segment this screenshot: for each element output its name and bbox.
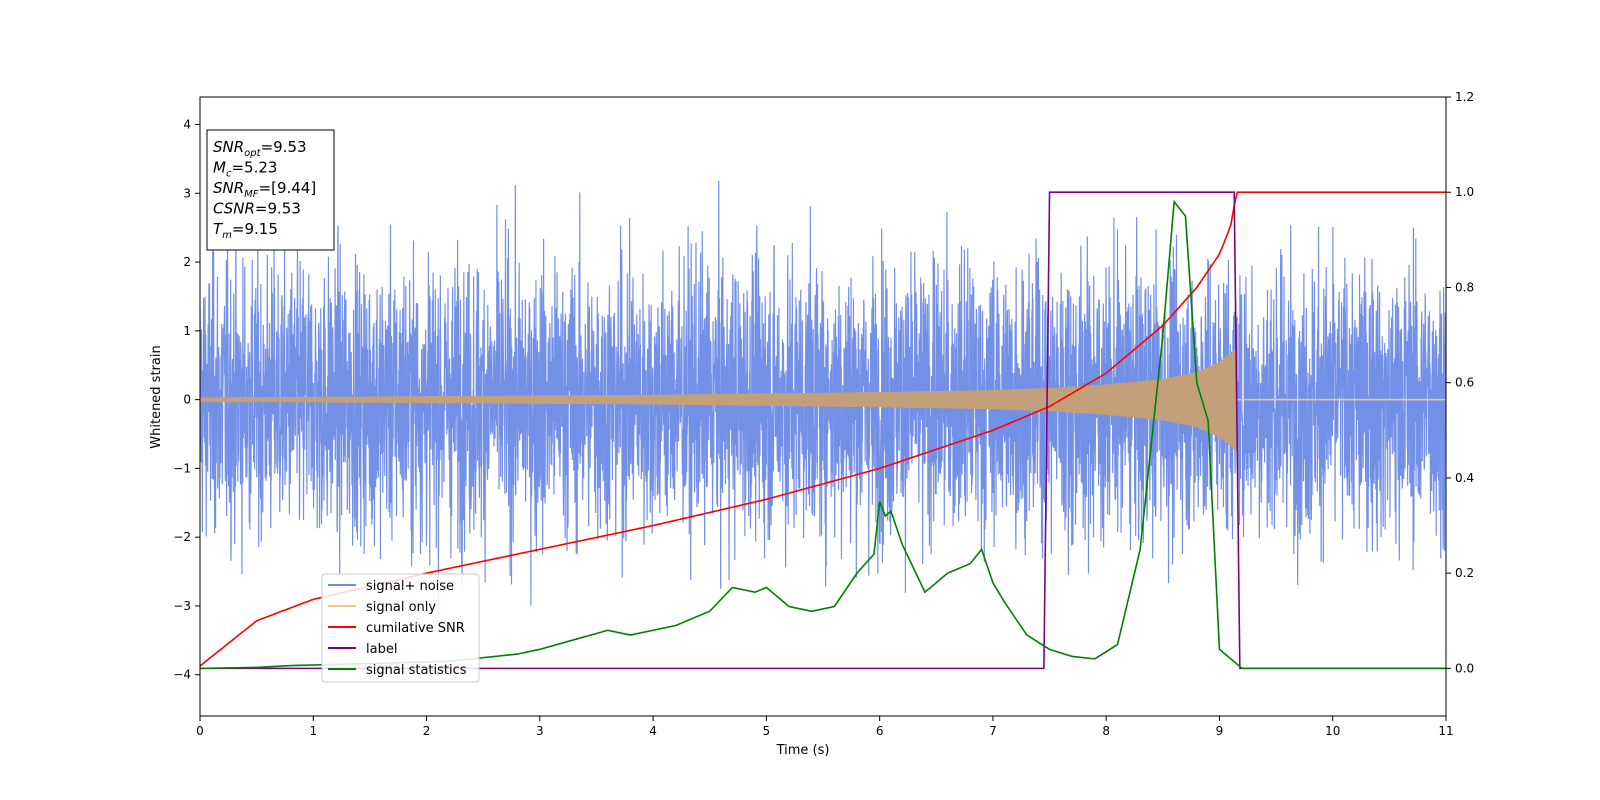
x-axis-label: Time (s)	[776, 743, 830, 758]
x-tick-label: 10	[1325, 724, 1340, 738]
y-tick-label: −3	[173, 599, 191, 613]
x-tick-label: 0	[196, 724, 204, 738]
plot-frame	[199, 96, 1447, 717]
y-tick-label: 1	[183, 324, 191, 338]
annotation-frame	[206, 129, 335, 251]
annotation-line: SNRMF=[9.44]	[213, 179, 316, 200]
annotation-line: Tm=9.15	[213, 220, 278, 241]
y-tick-label: −2	[173, 530, 191, 544]
series-line-signal-statistics	[200, 199, 1446, 670]
axes-layer: 0 1 2 3 4 5 6 7 8 9 10 11 −4 −3 −2 −1 0 1 2 3 4 0.0 0.2 0.4 0.6 0…	[173, 90, 1474, 738]
legend-label: signal only	[366, 600, 436, 615]
y-tick-label: −1	[173, 461, 191, 475]
annotation-line: Mc=5.23	[213, 159, 277, 180]
y-axis-label: Whitened strain	[149, 345, 164, 448]
x-tick-label: 6	[876, 724, 884, 738]
y2-tick-label: 0.8	[1455, 280, 1474, 294]
x-tick-label: 2	[423, 724, 431, 738]
y2-tick-label: 1.0	[1455, 185, 1474, 199]
legend: signal+ noise signal only cumilative SNR la…	[321, 573, 480, 683]
y2-tick-label: 0.4	[1455, 471, 1474, 485]
y2-tick-label: 0.6	[1455, 376, 1474, 390]
y-tick-label: −4	[173, 668, 191, 682]
series-layer	[200, 180, 1446, 670]
y-tick-label: 3	[183, 186, 191, 200]
x-tick-label: 1	[309, 724, 317, 738]
y2-tick-label: 1.2	[1455, 90, 1474, 104]
annotation-line: CSNR=9.53	[213, 200, 301, 218]
y2-tick-label: 0.2	[1455, 566, 1474, 580]
legend-label: signal statistics	[366, 663, 467, 678]
x-tick-label: 8	[1102, 724, 1110, 738]
series-area-signal-only	[200, 348, 1237, 452]
series-line-signal-only	[200, 395, 473, 404]
y-tick-label: 2	[183, 255, 191, 269]
series-line-signal-noise	[200, 180, 1446, 616]
x-tick-label: 9	[1216, 724, 1224, 738]
legend-label: cumilative SNR	[366, 621, 465, 636]
legend-frame	[321, 573, 480, 683]
x-tick-label: 4	[649, 724, 657, 738]
y-tick-label: 4	[183, 118, 191, 132]
y2-tick-label: 0.0	[1455, 661, 1474, 675]
x-tick-label: 11	[1438, 724, 1453, 738]
x-tick-label: 7	[989, 724, 997, 738]
legend-label: signal+ noise	[366, 579, 454, 594]
annotation-line: SNRopt=9.53	[213, 138, 307, 159]
y-tick-label: 0	[183, 393, 191, 407]
legend-label: label	[366, 642, 397, 657]
x-tick-label: 5	[763, 724, 771, 738]
x-tick-label: 3	[536, 724, 544, 738]
